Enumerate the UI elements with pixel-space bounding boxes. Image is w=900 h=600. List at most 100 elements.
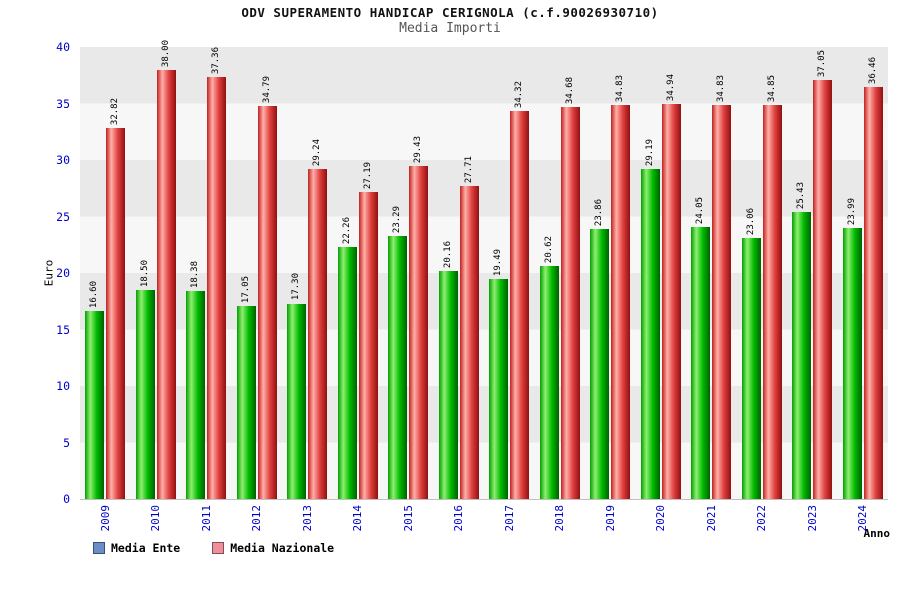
x-tick-label: 2011 bbox=[199, 505, 213, 532]
bar-value-label: 27.19 bbox=[362, 161, 373, 189]
bar-value-label: 32.82 bbox=[110, 98, 121, 126]
bar-group: 19.49 34.32 2017 bbox=[484, 47, 535, 532]
bar-group: 24.05 34.83 2021 bbox=[686, 47, 737, 532]
bar-value-label: 23.29 bbox=[392, 205, 403, 233]
y-tick-label: 15 bbox=[56, 322, 70, 337]
x-tick-label: 2015 bbox=[401, 505, 415, 532]
bar-value-label: 17.30 bbox=[291, 273, 302, 301]
x-tick-label: 2022 bbox=[755, 505, 769, 532]
legend: Media Ente Media Nazionale bbox=[93, 541, 334, 555]
bar-column: 34.83 bbox=[611, 47, 631, 499]
bar-column: 22.26 bbox=[337, 47, 357, 499]
bar-value-label: 18.50 bbox=[139, 259, 150, 287]
bar-column: 34.83 bbox=[712, 47, 732, 499]
bar-group: 23.06 34.85 2022 bbox=[737, 47, 788, 532]
bar-value-label: 27.71 bbox=[463, 155, 474, 183]
bar-media-nazionale bbox=[358, 191, 378, 499]
bar-value-label: 17.05 bbox=[240, 276, 251, 304]
y-tick-label: 10 bbox=[56, 379, 70, 393]
y-tick-label: 40 bbox=[56, 40, 70, 54]
bar-column: 23.29 bbox=[388, 47, 408, 499]
x-tick-label: 2023 bbox=[805, 505, 819, 532]
bar-media-nazionale bbox=[560, 107, 580, 499]
bar-value-label: 34.79 bbox=[261, 75, 272, 103]
bar-media-nazionale bbox=[308, 168, 328, 499]
legend-item-media-nazionale: Media Nazionale bbox=[212, 541, 334, 555]
bar-column: 23.86 bbox=[590, 47, 610, 499]
bar-value-label: 20.62 bbox=[543, 235, 554, 263]
x-tick-label: 2012 bbox=[250, 505, 264, 532]
bar-media-nazionale bbox=[712, 105, 732, 499]
bar-value-label: 25.43 bbox=[796, 181, 807, 209]
y-tick-label: 30 bbox=[56, 153, 70, 167]
bar-column: 19.49 bbox=[489, 47, 509, 499]
bar-media-ente bbox=[590, 229, 610, 499]
bar-value-label: 29.43 bbox=[413, 136, 424, 164]
bar-value-label: 29.19 bbox=[644, 139, 655, 167]
bar-group: 25.43 37.05 2023 bbox=[787, 47, 838, 532]
bar-column: 32.82 bbox=[106, 47, 126, 499]
bar-media-nazionale bbox=[207, 76, 227, 499]
bar-column: 29.43 bbox=[409, 47, 429, 499]
bar-media-ente bbox=[337, 247, 357, 499]
bar-media-nazionale bbox=[156, 69, 176, 499]
bar-column: 34.68 bbox=[560, 47, 580, 499]
bar-media-ente bbox=[388, 235, 408, 499]
bar-media-nazionale bbox=[257, 105, 277, 499]
x-tick-label: 2013 bbox=[300, 505, 314, 532]
x-axis-title: Anno bbox=[863, 527, 891, 540]
bar-value-label: 20.16 bbox=[442, 241, 453, 269]
bar-media-nazionale bbox=[611, 105, 631, 499]
media-nazionale-swatch-icon bbox=[212, 542, 225, 554]
bar-column: 18.50 bbox=[135, 47, 155, 499]
x-tick-label: 2014 bbox=[351, 505, 365, 532]
bar-media-ente bbox=[85, 311, 105, 499]
bar-column: 36.46 bbox=[863, 47, 883, 499]
y-axis: 0 5 10 15 20 25 30 35 40 bbox=[0, 40, 74, 506]
bar-column: 20.16 bbox=[438, 47, 458, 499]
x-tick-label: 2017 bbox=[502, 505, 516, 532]
bar-value-label: 18.38 bbox=[190, 261, 201, 289]
bar-media-ente bbox=[236, 306, 256, 499]
bar-value-label: 37.05 bbox=[817, 50, 828, 78]
bar-value-label: 34.68 bbox=[564, 77, 575, 105]
bar-media-nazionale bbox=[813, 80, 833, 499]
bar-value-label: 34.83 bbox=[716, 75, 727, 103]
y-tick-label: 0 bbox=[63, 492, 70, 506]
bar-media-ente bbox=[287, 303, 307, 499]
bar-media-ente bbox=[489, 278, 509, 499]
bar-value-label: 36.46 bbox=[867, 56, 878, 85]
bar-column: 34.79 bbox=[257, 47, 277, 499]
bar-value-label: 34.94 bbox=[665, 74, 676, 102]
bar-column: 29.24 bbox=[308, 47, 328, 499]
bar-media-nazionale bbox=[106, 128, 126, 499]
bar-group: 23.99 36.46 2024 bbox=[838, 47, 889, 532]
bar-value-label: 22.26 bbox=[341, 217, 352, 245]
x-tick-label: 2019 bbox=[603, 505, 617, 532]
bar-column: 17.30 bbox=[287, 47, 307, 499]
x-tick-label: 2021 bbox=[704, 505, 718, 532]
plot-area: 16.60 32.82 2009 18.50 38.00 2010 18.38 37.36 20… bbox=[80, 40, 889, 532]
bar-media-nazionale bbox=[459, 185, 479, 499]
bar-value-label: 37.36 bbox=[211, 46, 222, 74]
bar-group: 29.19 34.94 2020 bbox=[636, 47, 687, 532]
bar-value-label: 29.24 bbox=[312, 138, 323, 166]
bar-group: 20.62 34.68 2018 bbox=[535, 47, 586, 532]
legend-label-media-ente: Media Ente bbox=[111, 541, 181, 555]
bar-column: 38.00 bbox=[156, 40, 176, 499]
bar-media-nazionale bbox=[661, 104, 681, 499]
bar-group: 16.60 32.82 2009 bbox=[80, 47, 131, 532]
y-tick-label: 5 bbox=[63, 435, 70, 450]
bar-group: 17.30 29.24 2013 bbox=[282, 47, 333, 532]
bar-media-ente bbox=[186, 291, 206, 499]
bar-column: 20.62 bbox=[539, 47, 559, 499]
bar-column: 37.36 bbox=[207, 46, 227, 499]
bar-value-label: 34.83 bbox=[615, 75, 626, 103]
bar-media-ente bbox=[135, 289, 155, 499]
bar-media-nazionale bbox=[409, 166, 429, 499]
bar-media-ente bbox=[691, 227, 711, 499]
bar-column: 16.60 bbox=[85, 47, 105, 499]
x-tick-label: 2010 bbox=[149, 505, 163, 532]
bar-media-nazionale bbox=[510, 111, 530, 499]
